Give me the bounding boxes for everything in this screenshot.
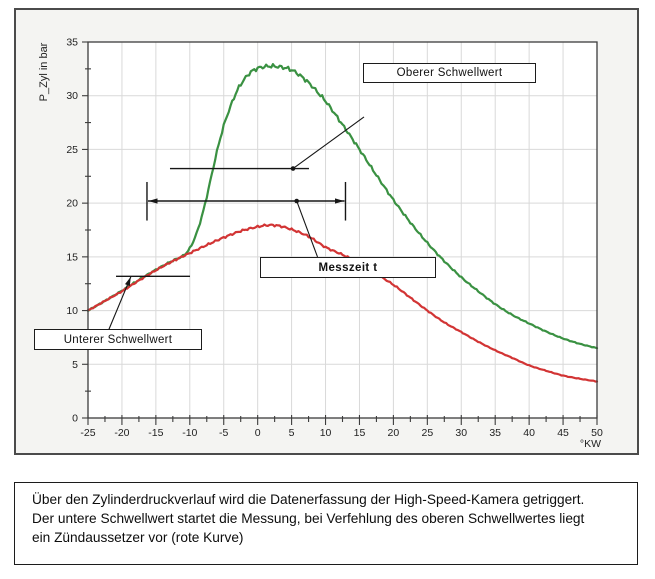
svg-text:-10: -10: [182, 427, 197, 439]
svg-text:10: 10: [66, 305, 78, 317]
annotation-box-upper-threshold: Oberer Schwellwert: [363, 63, 536, 83]
annotation-label-lower-threshold: Unterer Schwellwert: [63, 333, 173, 346]
svg-text:-5: -5: [219, 427, 228, 439]
curve-red: [86, 223, 599, 383]
pressure-plot: -25 -20 -15 -10 -5 0 5 10 15 20 25 30 35 40 45 50 0 5 10 15…: [38, 37, 603, 451]
svg-text:0: 0: [72, 413, 78, 425]
svg-text:20: 20: [66, 198, 78, 210]
caption-line-3: ein Zündaussetzer vor (rote Kurve): [32, 530, 244, 545]
svg-text:5: 5: [289, 427, 295, 439]
caption-line-1: Über den Zylinderdruckverlauf wird die D…: [32, 492, 585, 507]
svg-text:35: 35: [489, 427, 501, 439]
svg-text:45: 45: [557, 427, 569, 439]
svg-text:50: 50: [591, 427, 603, 439]
svg-text:-15: -15: [148, 427, 163, 439]
svg-text:-20: -20: [114, 427, 129, 439]
caption-box: Über den Zylinderdruckverlauf wird die D…: [14, 482, 638, 565]
svg-text:25: 25: [66, 144, 78, 156]
svg-text:30: 30: [455, 427, 467, 439]
svg-text:35: 35: [66, 37, 78, 49]
caption-line-2: Der untere Schwellwert startet die Messu…: [32, 511, 585, 526]
annotation-label-measure-time: Messzeit t: [318, 261, 378, 274]
svg-text:°KW: °KW: [580, 438, 601, 450]
svg-text:P_Zyl in bar: P_Zyl in bar: [38, 42, 50, 101]
svg-text:10: 10: [320, 427, 332, 439]
svg-text:15: 15: [354, 427, 366, 439]
svg-text:20: 20: [388, 427, 400, 439]
svg-text:15: 15: [66, 251, 78, 263]
svg-text:40: 40: [523, 427, 535, 439]
annotation-box-lower-threshold: Unterer Schwellwert: [34, 329, 202, 350]
svg-text:30: 30: [66, 90, 78, 102]
svg-text:5: 5: [72, 359, 78, 371]
svg-text:-25: -25: [80, 427, 95, 439]
annotation-label-upper-threshold: Oberer Schwellwert: [396, 67, 503, 79]
pressure-chart-panel: -25 -20 -15 -10 -5 0 5 10 15 20 25 30 35 40 45 50 0 5 10 15…: [14, 8, 639, 455]
svg-text:25: 25: [421, 427, 433, 439]
annotation-box-measure-time: Messzeit t: [260, 257, 436, 278]
svg-text:0: 0: [255, 427, 261, 439]
